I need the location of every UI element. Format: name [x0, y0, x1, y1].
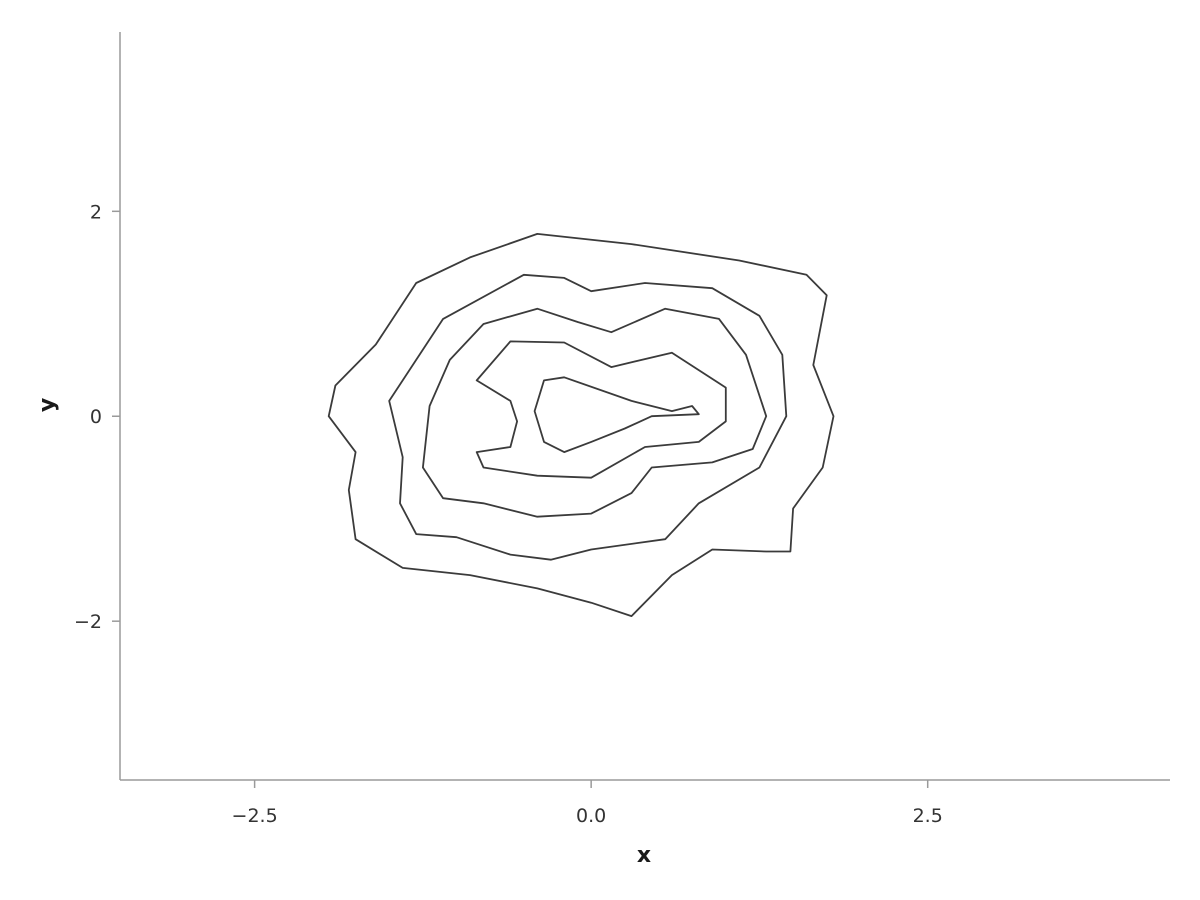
- x-tick-label: 0.0: [576, 805, 606, 827]
- contour-level-4: [475, 340, 727, 479]
- contour-level-2: [388, 273, 788, 561]
- contour-level-5: [533, 376, 700, 454]
- axes: [119, 32, 1170, 781]
- contour-level-3: [421, 307, 768, 518]
- x-tick-label: 2.5: [913, 805, 943, 827]
- y-tick-label: 0: [90, 406, 102, 428]
- x-tick-label: −2.5: [232, 805, 278, 827]
- ticks: −2.5 0.0 2.5 2 0 −2: [74, 201, 943, 827]
- x-axis-title: x: [637, 843, 651, 868]
- y-tick-label: −2: [74, 611, 102, 633]
- contour-lines: [327, 232, 835, 617]
- y-axis-title: y: [35, 398, 60, 412]
- contour-level-1: [327, 232, 835, 617]
- y-tick-label: 2: [90, 201, 102, 223]
